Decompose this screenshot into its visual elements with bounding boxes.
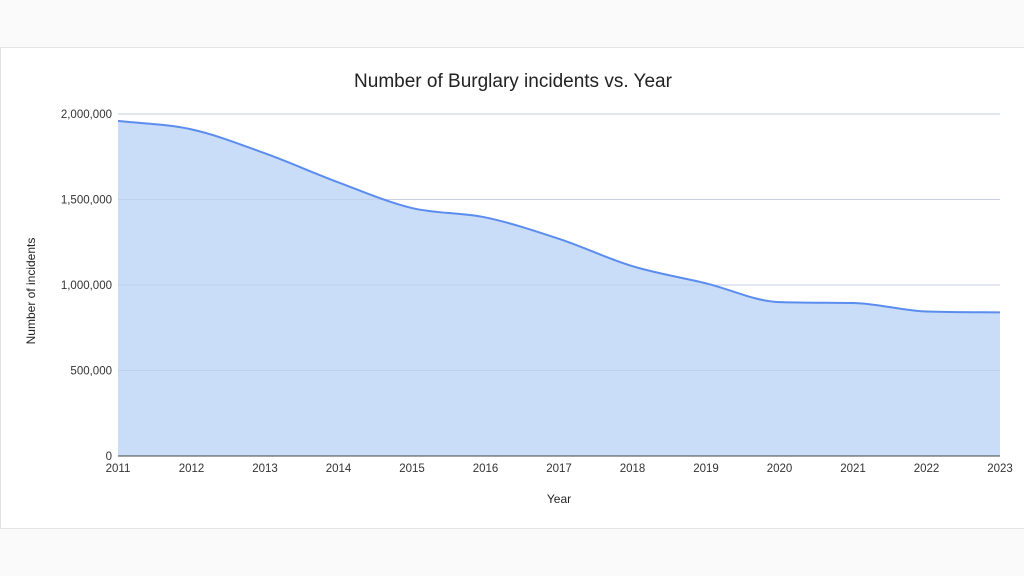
x-tick-label: 2021 (840, 463, 866, 475)
data-point (262, 150, 268, 156)
chart-title: Number of Burglary incidents vs. Year (354, 71, 673, 92)
x-tick-label: 2023 (987, 463, 1013, 475)
y-tick-label: 500,000 (70, 366, 112, 378)
area-fill (118, 120, 1000, 456)
x-tick-label: 2011 (106, 463, 131, 475)
y-tick-label: 1,500,000 (61, 195, 112, 207)
data-point (556, 236, 562, 242)
y-tick-label: 2,000,000 (61, 109, 112, 121)
x-tick-label: 2017 (546, 463, 572, 475)
x-tick-label: 2016 (473, 463, 499, 475)
data-point (409, 205, 415, 211)
data-point (189, 126, 195, 132)
x-tick-label: 2022 (914, 463, 940, 475)
y-axis-ticks: 0 500,000 1,000,000 1,500,000 2,000,000 (61, 109, 1000, 463)
x-tick-label: 2012 (179, 463, 205, 475)
data-point (630, 263, 636, 269)
x-tick-label: 2018 (620, 463, 646, 475)
x-tick-label: 2020 (767, 463, 793, 475)
data-point (336, 179, 342, 185)
x-tick-label: 2014 (326, 463, 352, 475)
data-point (777, 299, 783, 305)
data-point (850, 300, 856, 306)
y-tick-label: 1,000,000 (61, 280, 112, 292)
x-axis-ticks: 2011 2012 2013 2014 2015 2016 2017 2018 2019 2020… (106, 463, 1013, 475)
x-tick-label: 2015 (399, 463, 425, 475)
data-point (997, 309, 1003, 315)
data-point (703, 280, 709, 286)
data-point (924, 309, 930, 315)
y-tick-label: 0 (106, 451, 112, 463)
x-tick-label: 2013 (252, 463, 278, 475)
data-point (115, 118, 121, 124)
series-line (117, 119, 1001, 314)
data-point (483, 214, 489, 220)
y-axis-label: Number of incidents (24, 238, 38, 345)
x-tick-label: 2019 (693, 463, 719, 475)
x-axis-label: Year (547, 492, 571, 506)
